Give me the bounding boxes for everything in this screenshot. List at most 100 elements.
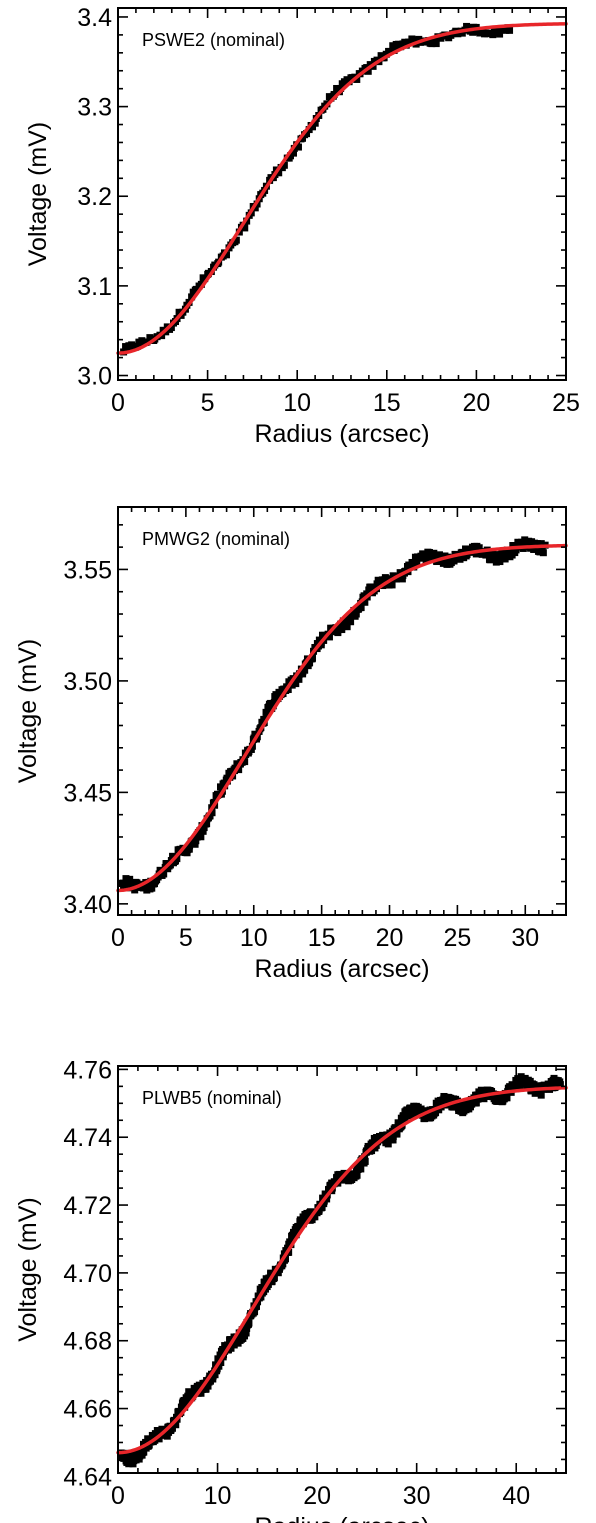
data-point — [487, 556, 495, 564]
y-tick-label: 3.40 — [63, 891, 112, 919]
data-point — [311, 1213, 319, 1221]
data-point — [390, 46, 398, 54]
data-point — [241, 224, 249, 232]
tick-labels: 0 10 20 30 40 4.64 4.66 4.68 4.70 4.72 4.74 4.76 — [63, 1056, 530, 1510]
x-tick-label: 5 — [179, 924, 193, 952]
data-point — [167, 324, 175, 332]
data-point — [232, 236, 240, 244]
x-tick-label: 40 — [502, 1482, 530, 1510]
model-curve — [116, 22, 568, 355]
data-points — [118, 536, 549, 894]
data-point — [292, 680, 300, 688]
y-tick-label: 3.50 — [63, 668, 112, 696]
panel-annotation: PLWB5 (nominal) — [142, 1088, 282, 1108]
data-point — [496, 30, 504, 38]
data-point — [155, 1435, 163, 1443]
data-point — [289, 149, 297, 157]
data-point — [469, 28, 477, 36]
y-tick-label: 4.76 — [63, 1056, 112, 1084]
data-point — [215, 1362, 223, 1370]
x-tick-label: 10 — [204, 1482, 232, 1510]
data-point — [197, 280, 205, 288]
data-point — [251, 204, 259, 212]
data-point — [361, 1153, 369, 1161]
data-point — [413, 559, 421, 567]
data-point — [270, 699, 278, 707]
data-point — [172, 1421, 180, 1429]
x-axis-label: Radius (arcsec) — [254, 955, 429, 983]
y-tick-label: 4.74 — [63, 1124, 112, 1152]
x-tick-label: 20 — [303, 1482, 331, 1510]
x-tick-label: 15 — [373, 389, 401, 417]
y-tick-label: 3.1 — [77, 273, 112, 301]
panel-annotation: PSWE2 (nominal) — [142, 30, 285, 50]
data-point — [411, 36, 419, 44]
data-point — [537, 1091, 545, 1099]
x-tick-label: 10 — [240, 924, 268, 952]
panel-annotation: PMWG2 (nominal) — [142, 529, 290, 549]
data-point — [280, 161, 288, 169]
model-curve — [116, 543, 568, 893]
data-point — [181, 1403, 189, 1411]
x-tick-label: 0 — [111, 1482, 125, 1510]
data-point — [148, 884, 156, 892]
data-point — [235, 766, 243, 774]
y-axis-label: Voltage (mV) — [14, 1197, 42, 1342]
y-tick-label: 3.55 — [63, 556, 112, 584]
data-point — [401, 1116, 409, 1124]
data-point — [465, 24, 473, 32]
x-tick-label: 0 — [111, 389, 125, 417]
data-point — [275, 169, 283, 177]
data-point — [477, 1086, 485, 1094]
data-point — [133, 342, 141, 350]
data-point — [407, 39, 415, 47]
data-point — [493, 1092, 501, 1100]
y-tick-label: 3.4 — [77, 4, 112, 32]
plot-frame — [117, 1065, 567, 1474]
data-point — [506, 26, 514, 34]
data-point — [186, 842, 194, 850]
data-point — [533, 540, 541, 548]
data-point — [306, 1208, 314, 1216]
data-point — [364, 67, 372, 75]
y-tick-label: 4.66 — [63, 1396, 112, 1424]
data-point — [456, 555, 464, 563]
data-points — [120, 22, 514, 356]
data-point — [295, 675, 303, 683]
data-point — [281, 1255, 289, 1263]
x-tick-label: 0 — [111, 924, 125, 952]
data-point — [263, 710, 271, 718]
tick-labels: 0 5 10 15 20 25 3.0 3.1 3.2 3.3 3.4 — [77, 4, 580, 417]
y-tick-label: 3.45 — [63, 779, 112, 807]
data-point — [279, 1260, 287, 1268]
data-point — [556, 1081, 564, 1089]
chart-panel-plwb5: 0 10 20 30 40 4.64 4.66 4.68 4.70 4.72 4.74 4.76 PL… — [14, 1056, 568, 1523]
data-point — [192, 837, 200, 845]
data-point — [330, 91, 338, 99]
data-point — [489, 31, 497, 39]
data-point — [337, 84, 345, 92]
data-point — [168, 1424, 176, 1432]
data-point — [191, 840, 199, 848]
data-point — [343, 623, 351, 631]
data-point — [353, 1171, 361, 1179]
data-point — [126, 875, 134, 883]
axis-ticks — [117, 1066, 566, 1473]
data-point — [352, 610, 360, 618]
data-point — [284, 1244, 292, 1252]
data-point — [393, 1130, 401, 1138]
data-point — [251, 1308, 259, 1316]
data-point — [222, 251, 230, 259]
y-tick-label: 3.2 — [77, 183, 112, 211]
x-tick-label: 30 — [403, 1482, 431, 1510]
data-point — [294, 143, 302, 151]
data-point — [292, 1231, 300, 1239]
data-point — [242, 1329, 250, 1337]
data-point — [200, 824, 208, 832]
data-point — [163, 1432, 171, 1440]
data-point — [361, 1157, 369, 1165]
data-point — [197, 833, 205, 841]
data-point — [308, 654, 316, 662]
y-tick-label: 4.68 — [63, 1328, 112, 1356]
model-curve — [116, 1086, 568, 1455]
